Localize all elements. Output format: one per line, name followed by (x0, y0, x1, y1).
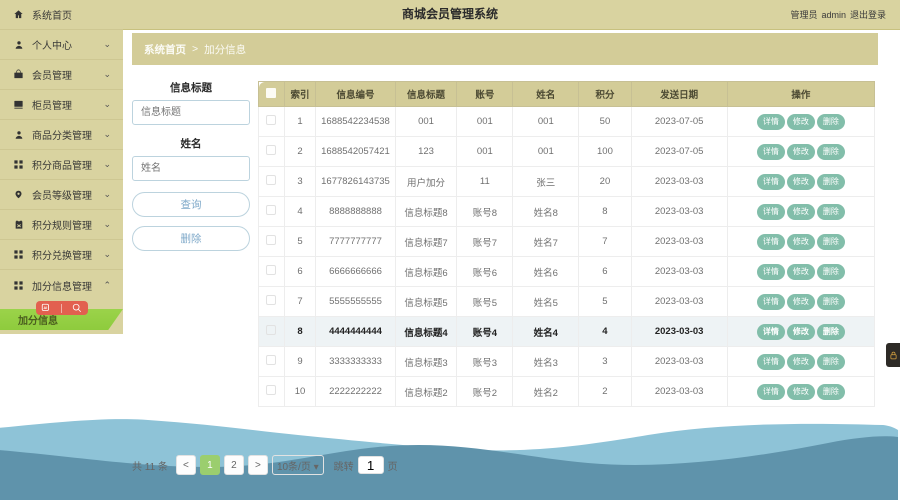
svg-text:AI: AI (43, 306, 47, 310)
